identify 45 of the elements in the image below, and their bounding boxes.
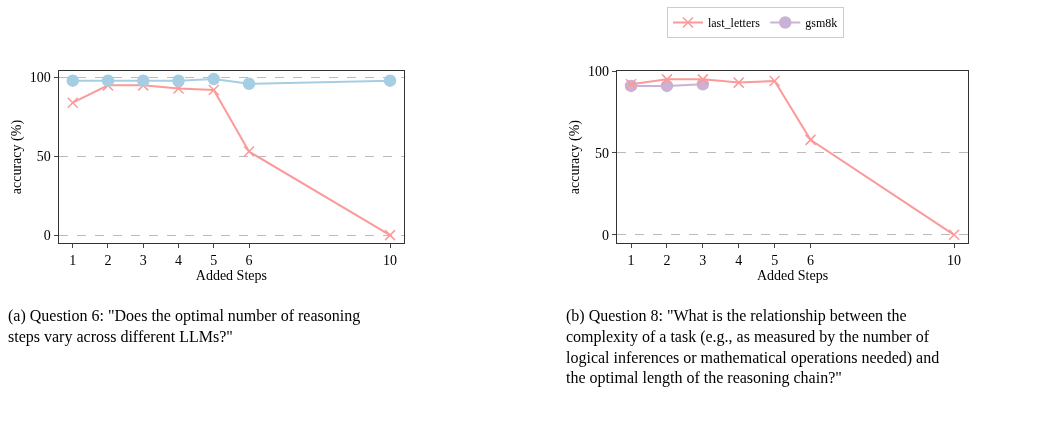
x-tick-label: 3 (699, 252, 707, 268)
point (242, 77, 256, 91)
y-tick-label: 0 (601, 227, 609, 243)
x-tick-label: 10 (947, 252, 962, 268)
x-tick-label: 10 (383, 252, 398, 268)
point (732, 76, 745, 89)
x-tick-label: 5 (210, 252, 218, 268)
point (66, 96, 79, 109)
y-axis-title: accuracy (%) (9, 119, 26, 195)
point (383, 74, 397, 87)
point (208, 84, 220, 96)
text: (a) Question 6: "Does the optimal number of reasoning steps vary across different LLMs?" (8, 307, 361, 346)
x-tick-label: 1 (627, 252, 635, 268)
point (66, 74, 79, 87)
x-tick-label: 6 (807, 252, 815, 268)
x-tick-label: 3 (139, 252, 147, 268)
x-axis-title: Added Steps (195, 267, 267, 283)
y-tick-label: 50 (36, 149, 51, 165)
x-tick-label: 4 (735, 252, 743, 268)
point (172, 74, 185, 87)
x-tick-label: 6 (245, 252, 253, 268)
point (768, 75, 781, 87)
y-tick-label: 50 (594, 145, 609, 161)
point (697, 73, 709, 86)
point (137, 74, 150, 87)
x-tick-label: 2 (104, 252, 112, 268)
point (661, 73, 673, 86)
point (948, 229, 960, 241)
text: (b) Question 8: "What is the relationship between the complexity of a task (e.g., as measured by the number of logical inferences or mathematical operations needed) and the optimal length of the reasoning chain?" (566, 307, 940, 388)
x-tick-label: 4 (175, 252, 182, 268)
point (243, 145, 255, 158)
point (207, 72, 221, 86)
point (101, 74, 115, 87)
y-tick-label: 100 (587, 64, 609, 80)
x-tick-label: 5 (771, 252, 779, 268)
point (384, 229, 396, 241)
x-tick-label: 1 (69, 252, 77, 268)
x-axis-title: Added Steps (756, 267, 829, 283)
legend-label: last_letters (707, 16, 761, 31)
x-tick-label: 2 (663, 252, 671, 268)
point (804, 134, 817, 146)
y-tick-label: 100 (29, 70, 51, 86)
y-tick-label: 0 (43, 228, 51, 243)
legend-label: gsm8k (805, 16, 838, 31)
y-axis-title: accuracy (%) (567, 119, 584, 195)
